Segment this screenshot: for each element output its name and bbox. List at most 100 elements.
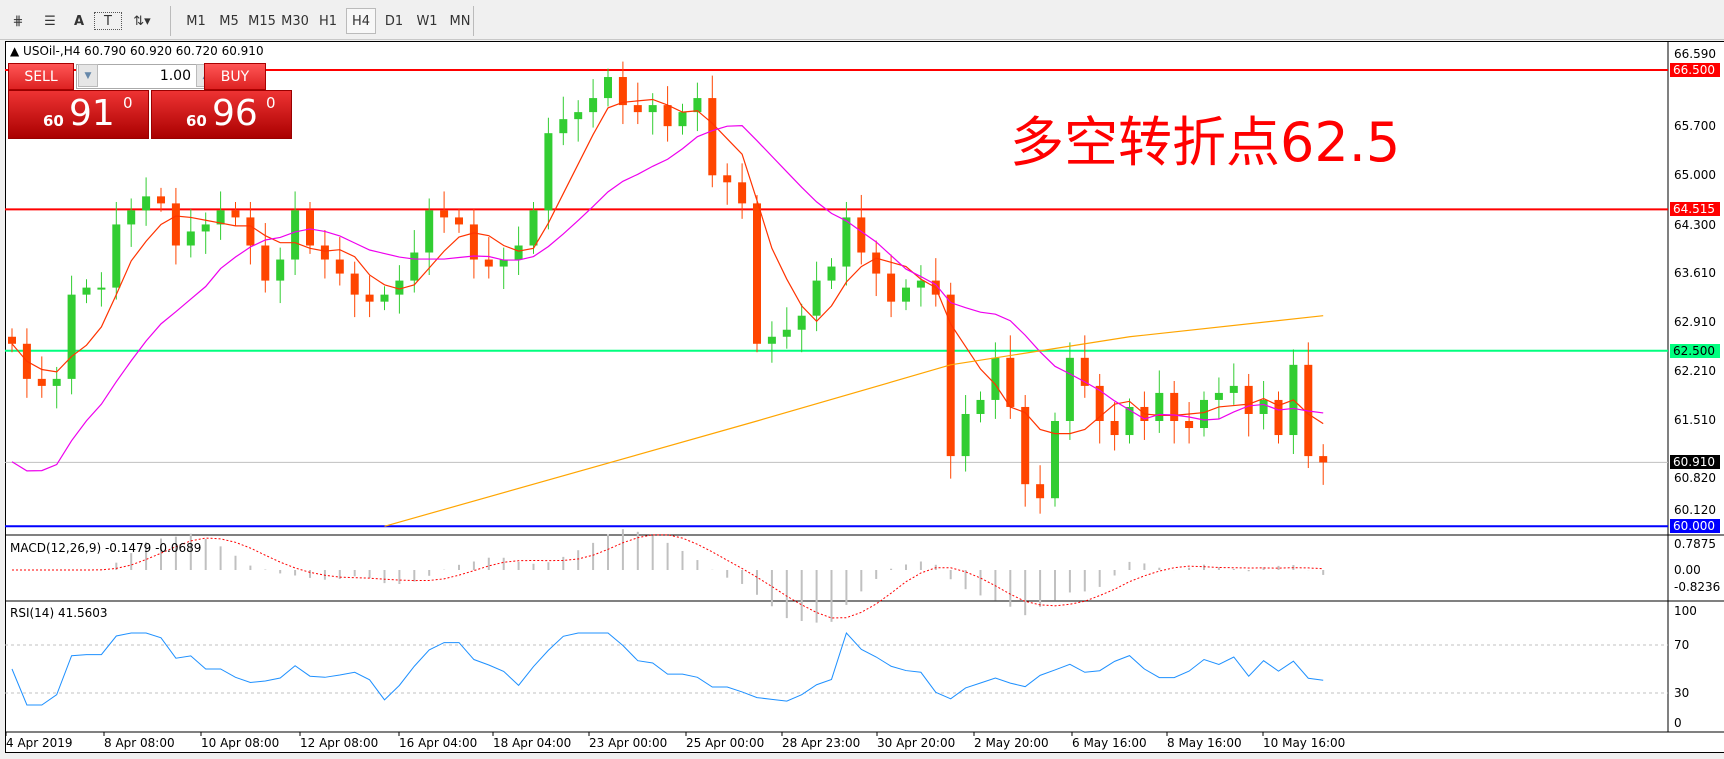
- candle-body: [1214, 392, 1223, 400]
- sell-price-pip: 0: [123, 94, 133, 112]
- candle-body: [82, 287, 91, 295]
- candle-body: [1065, 357, 1074, 421]
- sell-button[interactable]: SELL: [8, 63, 74, 90]
- sell-price[interactable]: 60 91 0: [8, 90, 149, 139]
- candle-body: [499, 259, 508, 267]
- candle-body: [425, 210, 434, 253]
- candle-body: [440, 210, 449, 218]
- candle-body: [380, 294, 389, 302]
- candle-body: [1051, 421, 1059, 499]
- candle-body: [782, 329, 791, 337]
- candle-body: [142, 196, 151, 211]
- price-axis-label: 65.000: [1674, 168, 1716, 183]
- candle-body: [365, 294, 374, 302]
- buy-price-main: 96: [212, 93, 258, 134]
- candle-body: [857, 217, 866, 253]
- macd-label: MACD(12,26,9) -0.1479 -0.0689: [10, 541, 202, 555]
- candle-body: [1021, 406, 1030, 485]
- ma-slow-line: [384, 315, 1324, 527]
- time-axis-label: 6 May 16:00: [1072, 736, 1147, 750]
- candle-body: [395, 280, 404, 295]
- candle-body: [1319, 456, 1328, 463]
- timeframe-h1[interactable]: H1: [318, 13, 338, 29]
- candle-body: [1006, 357, 1015, 407]
- price-axis-label: 62.210: [1674, 364, 1716, 379]
- candle-body: [1259, 399, 1268, 414]
- macd-axis-label: 0.00: [1674, 563, 1701, 577]
- sell-price-main: 91: [69, 93, 115, 134]
- candle-body: [633, 105, 642, 113]
- price-axis-label: 63.610: [1674, 265, 1716, 280]
- candle-body: [887, 273, 896, 302]
- candle-body: [1155, 392, 1164, 421]
- candle-body: [112, 224, 121, 288]
- candle-body: [529, 210, 538, 246]
- candle-body: [231, 210, 240, 218]
- candle-body: [67, 294, 76, 379]
- timeframe-m15[interactable]: M15: [248, 13, 276, 29]
- arrows-icon[interactable]: ⇅▾: [133, 13, 151, 29]
- time-axis-label: 10 Apr 08:00: [201, 736, 280, 750]
- indicators-icon[interactable]: ⋕: [12, 13, 24, 29]
- candle-body: [335, 259, 344, 274]
- candle-body: [1036, 484, 1045, 499]
- time-axis-label: 4 Apr 2019: [6, 736, 73, 750]
- price-level-tag: 66.500: [1670, 63, 1720, 77]
- toolbar-separator: [473, 6, 474, 36]
- macd-axis-label: -0.8236: [1674, 580, 1721, 594]
- lot-decrease-button[interactable]: ▼: [78, 64, 98, 87]
- buy-button[interactable]: BUY: [204, 63, 266, 90]
- timeframe-h4[interactable]: H4: [346, 8, 376, 34]
- candle-body: [37, 378, 46, 386]
- candle-body: [678, 112, 687, 127]
- candle-body: [97, 287, 106, 290]
- text-label-icon[interactable]: T: [94, 12, 122, 30]
- symbol-info: ▲ USOil-,H4 60.790 60.920 60.720 60.910: [10, 44, 264, 58]
- candle-body: [261, 245, 270, 281]
- timeframe-m5[interactable]: M5: [219, 13, 239, 29]
- candle-body: [127, 210, 136, 225]
- text-icon[interactable]: A: [73, 13, 85, 29]
- candle-body: [291, 210, 300, 260]
- candle-body: [1229, 385, 1238, 393]
- candle-body: [842, 217, 851, 267]
- timeframe-mn[interactable]: MN: [449, 13, 471, 29]
- timeframe-m1[interactable]: M1: [186, 13, 206, 29]
- rsi-line: [11, 632, 1324, 706]
- candle-body: [52, 378, 61, 386]
- candle-body: [961, 413, 970, 457]
- toolbar: ⋕ ☰ A T ⇅▾ M1 M5 M15 M30 H1 H4 D1 W1 MN: [0, 0, 1724, 40]
- candle-body: [1244, 385, 1253, 414]
- macd-signal-line: [12, 534, 1324, 619]
- time-axis-label: 28 Apr 23:00: [782, 736, 861, 750]
- candle-body: [1274, 399, 1283, 436]
- candle-body: [1110, 421, 1119, 436]
- candle-body: [872, 252, 881, 274]
- candle-body: [171, 203, 180, 246]
- candle-body: [693, 98, 702, 113]
- candle-body: [723, 175, 732, 183]
- timeframe-m30[interactable]: M30: [281, 13, 309, 29]
- candle-body: [1095, 385, 1104, 421]
- rsi-label: RSI(14) 41.5603: [10, 606, 108, 620]
- candle-body: [514, 245, 523, 260]
- candle-body: [559, 119, 568, 134]
- buy-price[interactable]: 60 96 0: [151, 90, 292, 139]
- candle-body: [350, 273, 359, 295]
- candle-body: [827, 266, 836, 281]
- rsi-axis-label: 100: [1674, 604, 1697, 618]
- symbol-ohlc: USOil-,H4 60.790 60.920 60.720 60.910: [23, 44, 264, 58]
- time-axis-label: 23 Apr 00:00: [589, 736, 668, 750]
- toolbar-separator: [170, 6, 171, 36]
- timeframe-w1[interactable]: W1: [416, 13, 438, 29]
- candle-body: [469, 224, 478, 260]
- buy-price-pip: 0: [266, 94, 276, 112]
- timeframe-d1[interactable]: D1: [384, 13, 404, 29]
- price-axis-label: 64.300: [1674, 218, 1716, 233]
- candle-body: [455, 217, 463, 225]
- fibonacci-icon[interactable]: ☰: [44, 13, 56, 29]
- rsi-axis-label: 30: [1674, 686, 1690, 700]
- time-axis-label: 8 Apr 08:00: [104, 736, 175, 750]
- time-axis-label: 16 Apr 04:00: [399, 736, 478, 750]
